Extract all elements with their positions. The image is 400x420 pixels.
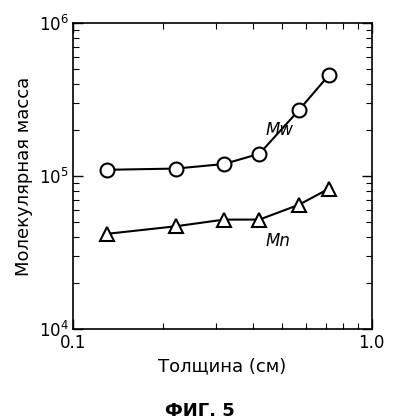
Text: Mw: Mw <box>266 121 294 139</box>
Text: Mn: Mn <box>266 232 290 250</box>
Text: ФИГ. 5: ФИГ. 5 <box>165 402 235 420</box>
Y-axis label: Молекулярная масса: Молекулярная масса <box>15 76 33 276</box>
X-axis label: Толщина (см): Толщина (см) <box>158 357 287 375</box>
